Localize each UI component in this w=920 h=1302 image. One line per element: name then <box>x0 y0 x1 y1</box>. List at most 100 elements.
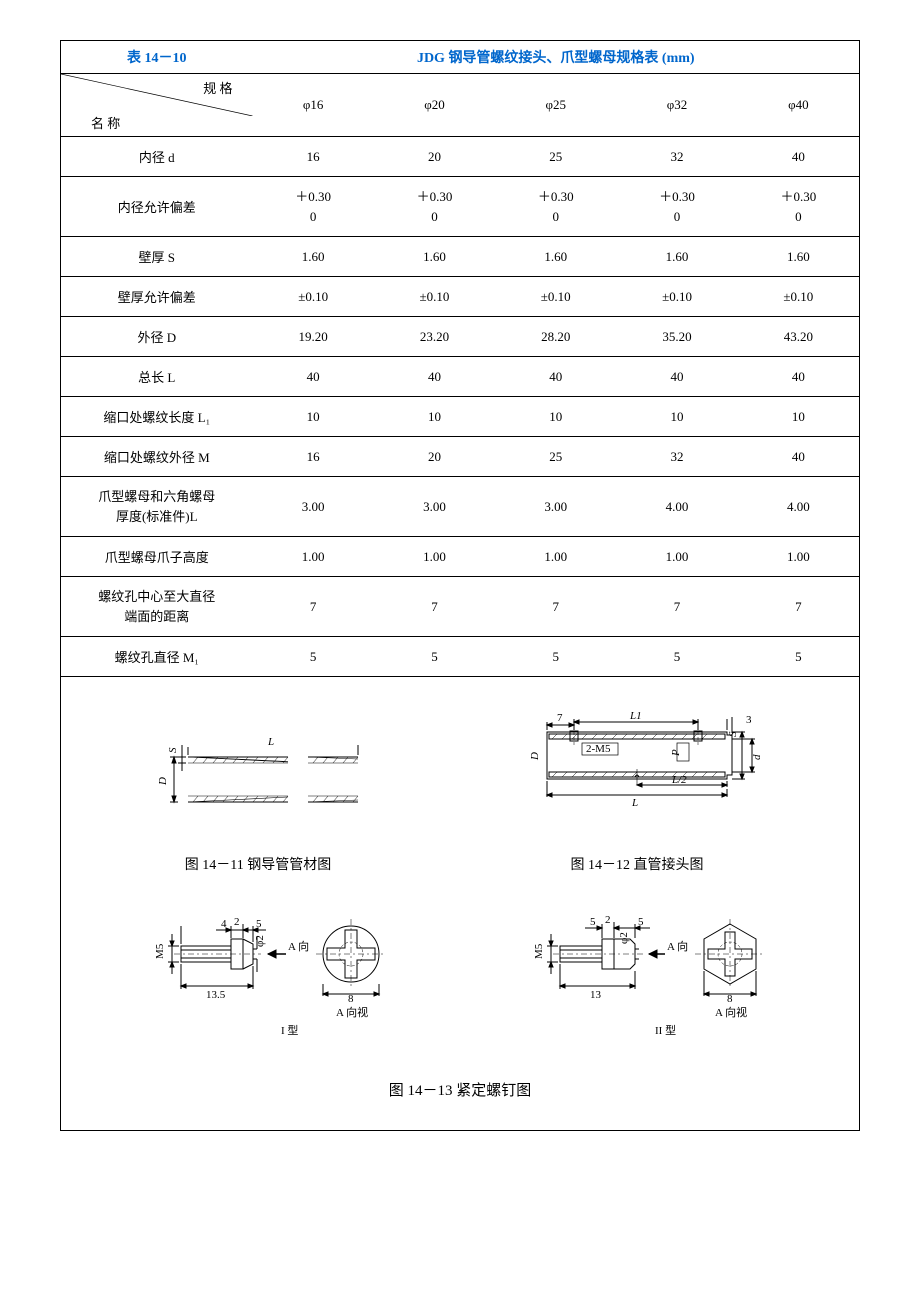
header-diagonal: 规 格 名 称 <box>61 74 253 137</box>
a-view: A 向视 <box>715 1005 747 1019</box>
table-row: 螺纹孔中心至大直径端面的距离77777 <box>61 577 859 637</box>
dim-S: S <box>727 731 739 737</box>
fig13-caption: 图 14－13 紧定螺钉图 <box>81 1079 839 1100</box>
dim-8: 8 <box>727 993 733 1005</box>
col-header: φ20 <box>374 74 495 137</box>
cell-value: ±0.10 <box>495 277 616 317</box>
cell-value: 28.20 <box>495 317 616 357</box>
cell-value: 1.00 <box>495 537 616 577</box>
cell-value: 5 <box>616 637 737 677</box>
dim-phi2: φ2 <box>618 932 630 944</box>
dim-5b: 5 <box>638 916 644 928</box>
dim-P: P <box>670 749 682 757</box>
row-name: 缩口处螺纹长度 L₁ <box>61 397 253 437</box>
table-row: 外径 D19.2023.2028.2035.2043.20 <box>61 317 859 357</box>
cell-value: 4.00 <box>738 477 859 537</box>
cell-value: 20 <box>374 137 495 177</box>
col-header: φ25 <box>495 74 616 137</box>
header-spec-label: 规 格 <box>203 78 232 97</box>
table-title: JDG 钢导管螺纹接头、爪型螺母规格表 (mm) <box>417 51 695 66</box>
table-container: 表 14－10 JDG 钢导管螺纹接头、爪型螺母规格表 (mm) 规 格 名 称… <box>60 40 860 1131</box>
page: 表 14－10 JDG 钢导管螺纹接头、爪型螺母规格表 (mm) 规 格 名 称… <box>0 0 920 1302</box>
cell-value: 1.00 <box>374 537 495 577</box>
figure-14-11: L S D 图 14－11 钢导管管材图 <box>148 727 368 874</box>
cell-value: 7 <box>374 577 495 637</box>
cell-value: 7 <box>738 577 859 637</box>
cell-value: 43.20 <box>738 317 859 357</box>
dim-M5: M5 <box>533 943 545 959</box>
dim-L1: L1 <box>629 710 642 722</box>
row-name: 缩口处螺纹外径 M <box>61 437 253 477</box>
a-view: A 向视 <box>336 1005 368 1019</box>
cell-value: 3.00 <box>495 477 616 537</box>
cell-value: 3.00 <box>374 477 495 537</box>
cell-value: 7 <box>616 577 737 637</box>
dim-5a: 5 <box>590 916 596 928</box>
cell-value: 4.00 <box>616 477 737 537</box>
cell-value: 10 <box>495 397 616 437</box>
fig1-caption: 图 14－11 钢导管管材图 <box>148 854 368 874</box>
joint-diagram: 7 L1 3 2-M5 P D S d L/2 L <box>502 707 772 837</box>
dim-13: 13 <box>590 989 602 1001</box>
cell-value: ±0.10 <box>616 277 737 317</box>
table-row: 壁厚 S1.601.601.601.601.60 <box>61 237 859 277</box>
cell-value: 40 <box>738 137 859 177</box>
dim-4: 4 <box>221 918 227 930</box>
dim-d: d <box>751 754 763 760</box>
table-row: 爪型螺母和六角螺母厚度(标准件)L3.003.003.004.004.00 <box>61 477 859 537</box>
row-name: 螺纹孔直径 M₁ <box>61 637 253 677</box>
cell-value: 40 <box>738 437 859 477</box>
dim-3: 3 <box>746 714 752 726</box>
table-row: 爪型螺母爪子高度1.001.001.001.001.00 <box>61 537 859 577</box>
cell-value: 7 <box>253 577 374 637</box>
col-header: φ16 <box>253 74 374 137</box>
cell-value: 10 <box>374 397 495 437</box>
cell-value: 5 <box>738 637 859 677</box>
cell-value: 5 <box>495 637 616 677</box>
row-name: 总长 L <box>61 357 253 397</box>
cell-value: 1.00 <box>253 537 374 577</box>
table-row: 缩口处螺纹长度 L₁1010101010 <box>61 397 859 437</box>
cell-value: 1.60 <box>616 237 737 277</box>
dim-2M5: 2-M5 <box>586 743 611 755</box>
pipe-diagram: L S D <box>148 727 368 837</box>
screw-type2: 5 2 5 φ2 M5 13 A 向 8 A 向视 II 型 <box>505 894 795 1054</box>
cell-value: ＋0.300 <box>374 177 495 237</box>
dim-S: S <box>167 747 179 753</box>
table-row: 螺纹孔直径 M₁55555 <box>61 637 859 677</box>
dim-L: L <box>267 736 274 748</box>
row-name: 爪型螺母和六角螺母厚度(标准件)L <box>61 477 253 537</box>
col-header: φ32 <box>616 74 737 137</box>
a-dir: A 向 <box>288 939 309 953</box>
row-name: 外径 D <box>61 317 253 357</box>
dim-D: D <box>157 777 169 786</box>
dim-5: 5 <box>256 918 262 930</box>
dim-7: 7 <box>557 712 563 724</box>
cell-value: 25 <box>495 137 616 177</box>
row-name: 壁厚允许偏差 <box>61 277 253 317</box>
cell-value: 1.60 <box>738 237 859 277</box>
dim-L: L <box>631 797 638 809</box>
cell-value: 40 <box>616 357 737 397</box>
dim-2: 2 <box>605 914 611 926</box>
cell-value: 5 <box>374 637 495 677</box>
dim-8: 8 <box>348 993 354 1005</box>
cell-value: 16 <box>253 137 374 177</box>
screw-type1: 4 2 5 φ2 M5 13.5 A 向 8 A 向视 I 型 <box>126 894 416 1054</box>
table-row: 内径 d1620253240 <box>61 137 859 177</box>
cell-value: 10 <box>253 397 374 437</box>
table-row: 内径允许偏差＋0.300＋0.300＋0.300＋0.300＋0.300 <box>61 177 859 237</box>
type-label: II 型 <box>655 1023 676 1037</box>
row-name: 内径允许偏差 <box>61 177 253 237</box>
cell-value: 40 <box>374 357 495 397</box>
cell-value: 32 <box>616 437 737 477</box>
dim-D: D <box>529 752 541 761</box>
cell-value: 32 <box>616 137 737 177</box>
cell-value: 40 <box>738 357 859 397</box>
cell-value: 20 <box>374 437 495 477</box>
table-row: 总长 L4040404040 <box>61 357 859 397</box>
cell-value: ＋0.300 <box>738 177 859 237</box>
figure-14-13-type2: 5 2 5 φ2 M5 13 A 向 8 A 向视 II 型 <box>505 894 795 1059</box>
table-row: 缩口处螺纹外径 M1620253240 <box>61 437 859 477</box>
cell-value: 40 <box>495 357 616 397</box>
